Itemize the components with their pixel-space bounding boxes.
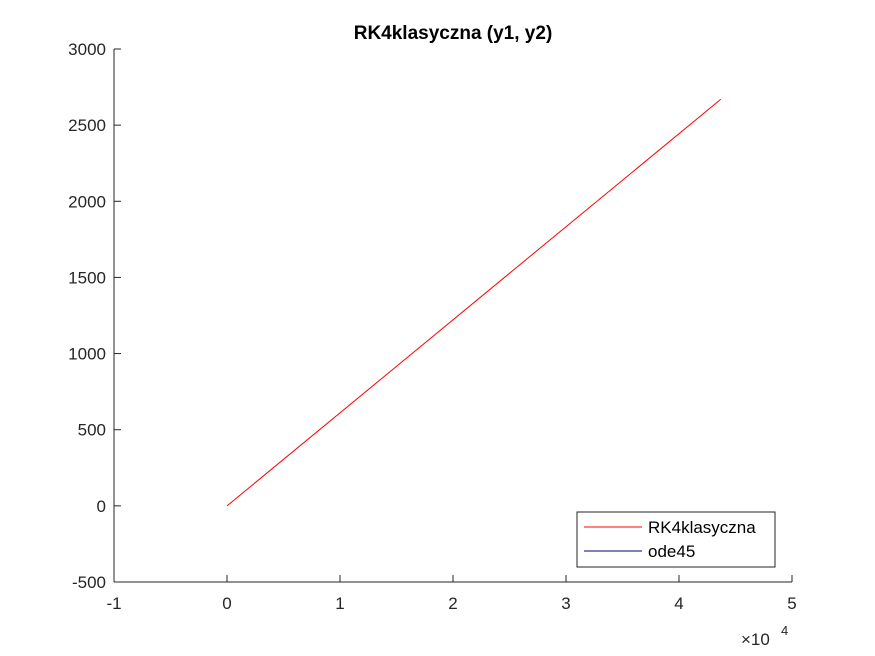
x-tick-label: 0 xyxy=(222,594,231,613)
chart-title: RK4klasyczna (y1, y2) xyxy=(354,23,553,44)
y-tick-label: 1500 xyxy=(68,268,106,287)
x-exponent-label: ×10 4 xyxy=(741,623,788,649)
y-tick-label: 0 xyxy=(97,497,106,516)
x-exponent-base: ×10 xyxy=(741,630,770,649)
x-exponent-power: 4 xyxy=(781,623,788,638)
legend-label-rk4klasyczna: RK4klasyczna xyxy=(648,518,756,537)
x-tick-label: 2 xyxy=(448,594,457,613)
y-tick-label: 2500 xyxy=(68,116,106,135)
y-ticks: -500 0 500 1000 1500 2000 2500 3000 xyxy=(68,40,121,592)
y-tick-label: 500 xyxy=(78,421,106,440)
plot-area xyxy=(114,49,792,582)
legend: RK4klasyczna ode45 xyxy=(576,511,776,568)
x-tick-label: 3 xyxy=(561,594,570,613)
y-tick-label: 3000 xyxy=(68,40,106,59)
series-layer xyxy=(226,98,722,507)
legend-label-ode45: ode45 xyxy=(648,542,695,561)
y-tick-label: 1000 xyxy=(68,345,106,364)
y-tick-label: 2000 xyxy=(68,192,106,211)
y-tick-label: -500 xyxy=(72,573,106,592)
series-line-rk4klasyczna xyxy=(226,98,722,507)
x-tick-label: 4 xyxy=(674,594,683,613)
x-ticks: -1 0 1 2 3 4 5 xyxy=(106,575,797,613)
legend-box xyxy=(576,511,776,568)
x-tick-label: -1 xyxy=(106,594,121,613)
x-tick-label: 1 xyxy=(335,594,344,613)
x-tick-label: 5 xyxy=(787,594,796,613)
